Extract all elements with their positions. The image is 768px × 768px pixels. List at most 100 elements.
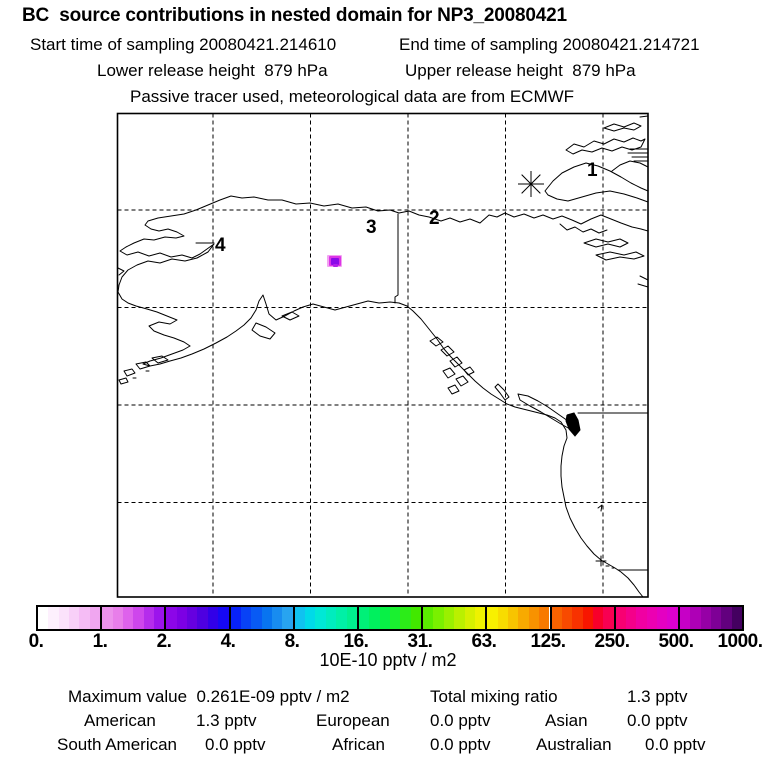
tracer-note-text: Passive tracer used, meteorological data… [130, 87, 575, 106]
colorbar-tick-label: 63. [471, 631, 497, 652]
region-label: Australian [536, 735, 612, 754]
colorbar-cell [582, 607, 593, 629]
coastline-path [494, 383, 576, 430]
colorbar-cell [646, 607, 658, 629]
colorbar-cell [561, 607, 573, 629]
colorbar-cell [508, 607, 519, 629]
colorbar-cell [487, 607, 498, 629]
colorbar-tick-label: 16. [343, 631, 369, 652]
colorbar-cell [700, 607, 711, 629]
region-value: 0.0 pptv [430, 711, 491, 730]
region-value: 1.3 pptv [196, 711, 257, 730]
colorbar-segment [551, 607, 616, 629]
figure-title: BC source contributions in nested domain… [22, 5, 567, 26]
colorbar-cell [305, 607, 316, 629]
colorbar-cell [528, 607, 540, 629]
region-value: 0.0 pptv [627, 711, 688, 730]
trajectory-point-labels: 1 2 3 4 [215, 160, 598, 256]
colorbar-cell [197, 607, 208, 629]
total-mixing-ratio-value: 1.3 pptv [627, 687, 688, 706]
region-label: African [332, 735, 385, 754]
colorbar-cell [325, 607, 337, 629]
lower-release-text: Lower release height 879 hPa [97, 61, 328, 80]
total-mixing-ratio-label: Total mixing ratio [430, 687, 558, 706]
colorbar-cell [518, 607, 529, 629]
colorbar-cell [133, 607, 144, 629]
region-label: South American [57, 735, 178, 754]
colorbar-cell [667, 607, 678, 629]
colorbar-cell [454, 607, 465, 629]
colorbar-segment [679, 607, 743, 629]
map-frame-group [116, 112, 649, 598]
political-borders [195, 213, 649, 571]
colorbar-cell [539, 607, 550, 629]
colorbar-cell [721, 607, 732, 629]
point-label-1: 1 [587, 160, 598, 181]
colorbar-cell [551, 607, 562, 629]
colorbar-cell [603, 607, 614, 629]
colorbar-cell [143, 607, 154, 629]
colorbar-cell [282, 607, 293, 629]
colorbar-cell [474, 607, 486, 629]
star-spoke [521, 174, 541, 194]
end-time-text: End time of sampling 20080421.214721 [399, 35, 700, 54]
region-label: Asian [545, 711, 588, 730]
colorbar-segment [294, 607, 359, 629]
coastline-path [117, 267, 125, 276]
colorbar-cell [592, 607, 604, 629]
colorbar-cell [433, 607, 444, 629]
colorbar-cell [497, 607, 509, 629]
colorbar-tick-label: 8. [284, 631, 300, 652]
colorbar-cell [443, 607, 455, 629]
receptor-star-marker [518, 171, 544, 197]
coastline-path [398, 302, 644, 598]
colorbar-cell [423, 607, 434, 629]
colorbar-cell [369, 607, 380, 629]
colorbar-segment [358, 607, 424, 629]
coastline-path [142, 294, 400, 367]
coastline-path [627, 148, 649, 162]
point-label-4: 4 [215, 235, 226, 256]
colorbar-cell [626, 607, 637, 629]
concentration-hotspot [327, 255, 342, 267]
coastline-path [603, 115, 649, 132]
coastline-path [565, 137, 646, 155]
coastline-path [398, 210, 649, 232]
colorbar-cell [89, 607, 101, 629]
colorbar-cell [572, 607, 583, 629]
coastline-path [559, 223, 608, 234]
coastline-path [117, 195, 400, 347]
colorbar-cell [112, 607, 123, 629]
colorbar-tick-label: 250. [594, 631, 630, 652]
colorbar-cell [79, 607, 90, 629]
colorbar-cell [315, 607, 326, 629]
colorbar-cell [410, 607, 422, 629]
coastline-path [595, 504, 615, 569]
colorbar-cell [464, 607, 475, 629]
border-line [394, 213, 399, 304]
colorbar-tick-label: 125. [530, 631, 566, 652]
colorbar-tick-label: 500. [658, 631, 694, 652]
colorbar-cell [240, 607, 252, 629]
coastlines [117, 115, 649, 598]
colorbar-cell [390, 607, 401, 629]
colorbar-cell [58, 607, 70, 629]
colorbar-segment [166, 607, 231, 629]
colorbar-cell [187, 607, 198, 629]
colorbar-tick-label: 31. [407, 631, 433, 652]
maximum-value-text: Maximum value 0.261E-09 pptv / m2 [68, 687, 350, 706]
colorbar-cell [731, 607, 743, 629]
colorbar-tick-label: 1000. [717, 631, 763, 652]
coastline-path [251, 311, 300, 340]
colorbar-cell [358, 607, 370, 629]
colorbar-cell [615, 607, 627, 629]
region-value: 0.0 pptv [645, 735, 706, 754]
upper-release-text: Upper release height 879 hPa [405, 61, 636, 80]
colorbar-cell [102, 607, 113, 629]
region-value: 0.0 pptv [205, 735, 266, 754]
colorbar-cell [346, 607, 357, 629]
point-label-2: 2 [429, 208, 440, 229]
region-value: 0.0 pptv [430, 735, 491, 754]
